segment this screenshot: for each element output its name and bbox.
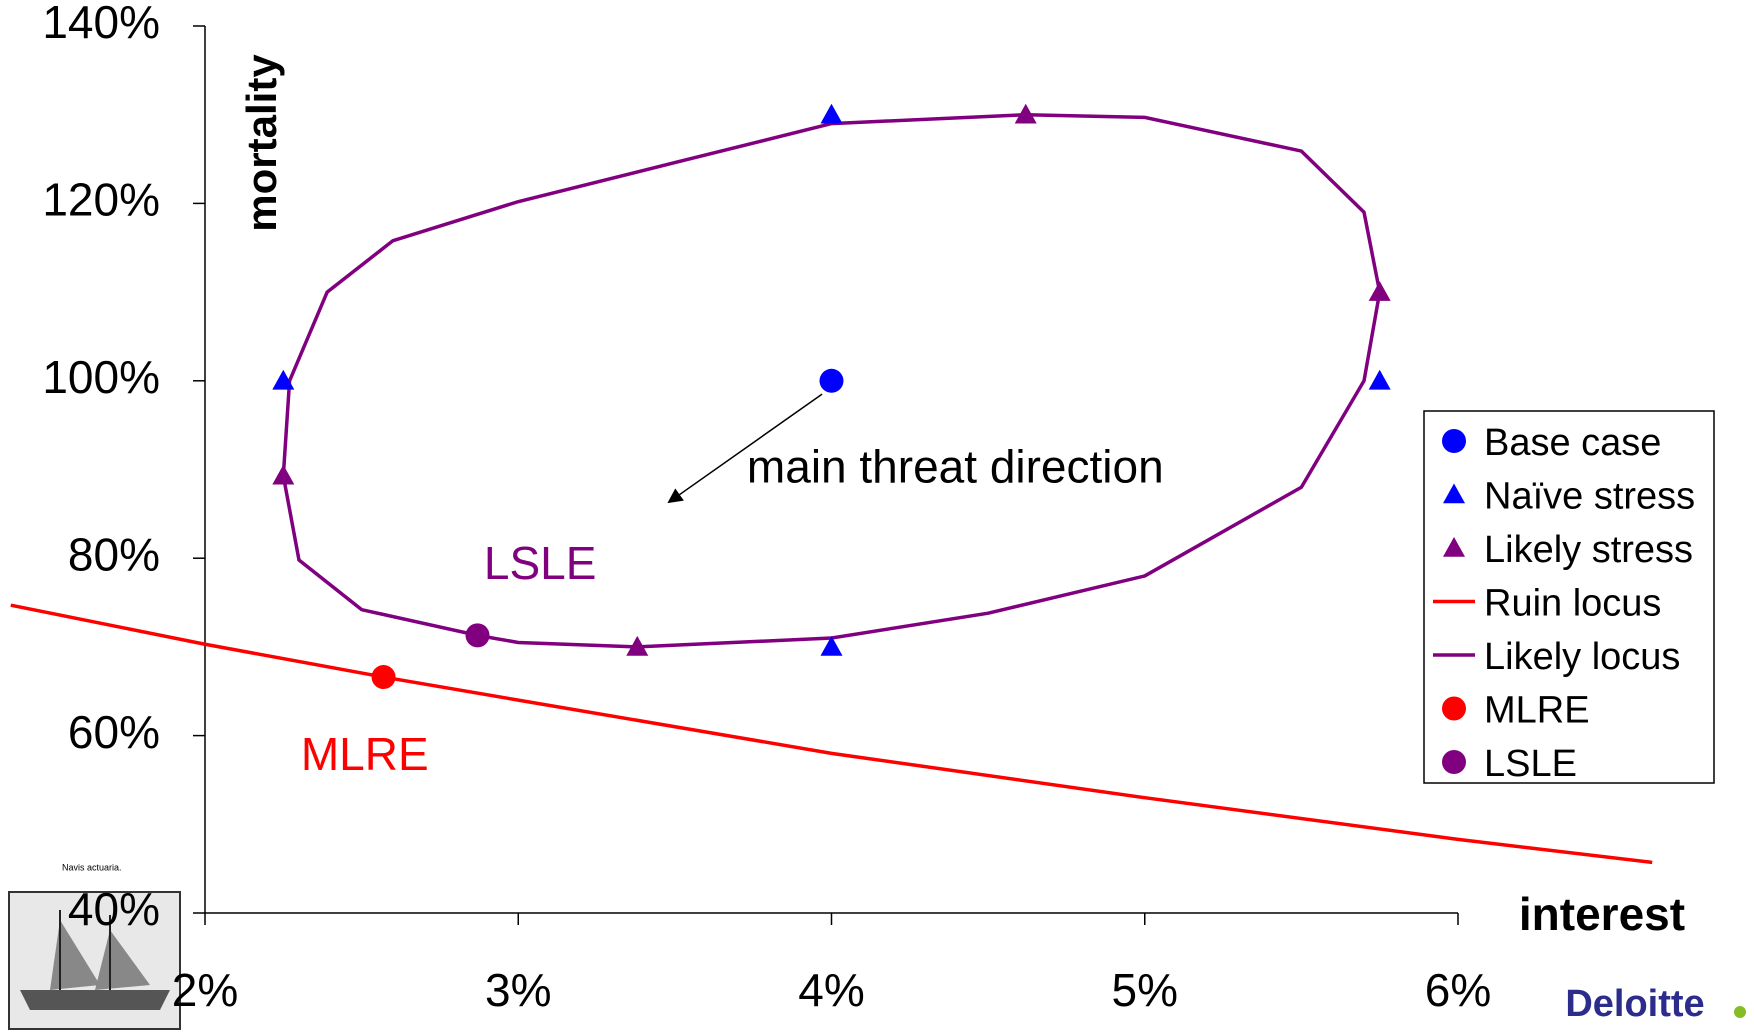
image-caption: Navis actuaria.: [62, 862, 122, 872]
circle-marker: [1442, 429, 1466, 453]
y-tick-label: 140%: [42, 0, 160, 48]
y-tick-label: 40%: [68, 883, 160, 935]
circle-marker: [1442, 697, 1466, 721]
logo-dot: [1734, 1006, 1746, 1018]
annotation: MLRE: [301, 728, 429, 780]
annotation: main threat direction: [747, 441, 1164, 493]
y-tick-label: 80%: [68, 528, 160, 580]
x-tick-label: 5%: [1112, 964, 1178, 1016]
circle-marker: [820, 369, 844, 393]
y-tick-label: 100%: [42, 351, 160, 403]
circle-marker: [1442, 750, 1466, 774]
x-axis-label: interest: [1519, 888, 1685, 940]
legend-label: Ruin locus: [1484, 583, 1661, 625]
x-tick-label: 4%: [798, 964, 864, 1016]
legend-label: Base case: [1484, 422, 1661, 464]
y-tick-label: 120%: [42, 174, 160, 226]
y-axis-label: mortality: [238, 54, 285, 232]
triangle-marker: [1369, 281, 1391, 301]
circle-marker: [372, 665, 396, 689]
chart: Navis actuaria. mortality interest Deloi…: [0, 0, 1754, 1034]
legend-label: MLRE: [1484, 690, 1590, 732]
circle-marker: [466, 623, 490, 647]
legend-label: Naïve stress: [1484, 476, 1695, 518]
x-tick-label: 2%: [172, 964, 238, 1016]
logo: Deloitte: [1565, 983, 1704, 1025]
triangle-marker: [821, 104, 843, 124]
annotation: LSLE: [484, 537, 597, 589]
legend-label: Likely locus: [1484, 636, 1680, 678]
y-tick-label: 60%: [68, 706, 160, 758]
legend-label: LSLE: [1484, 743, 1577, 785]
legend-label: Likely stress: [1484, 529, 1693, 571]
triangle-marker: [1369, 370, 1391, 390]
x-tick-label: 6%: [1425, 964, 1491, 1016]
triangle-marker: [272, 465, 294, 485]
x-tick-label: 3%: [485, 964, 551, 1016]
